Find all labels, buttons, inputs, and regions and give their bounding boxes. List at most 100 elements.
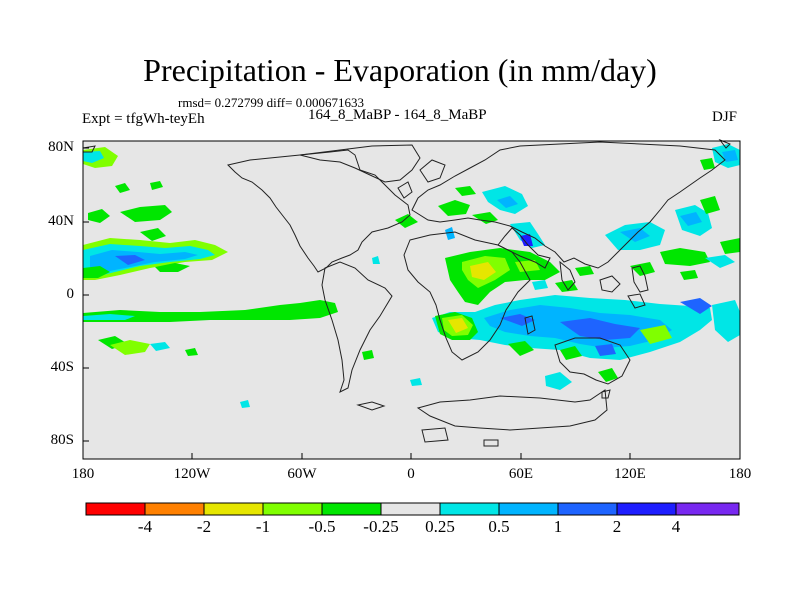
colorbar-label: 1 [553, 517, 563, 536]
british-isles-coast [397, 181, 413, 199]
contour-region [83, 266, 110, 278]
contour-region [595, 344, 616, 356]
contour-region [115, 183, 130, 193]
contour-region [532, 280, 548, 290]
contour-region [598, 368, 618, 382]
contour-region [448, 318, 468, 333]
colorbar-box [498, 502, 559, 516]
contour-region [712, 300, 740, 342]
africa-coast [403, 231, 531, 361]
falkland-coast [356, 401, 386, 411]
contour-field [83, 144, 740, 408]
arabia-coast [497, 227, 551, 269]
scandinavia-coast [419, 159, 446, 183]
colorbar-box [85, 502, 146, 516]
contour-region [555, 280, 578, 292]
colorbar-label: 2 [612, 517, 622, 536]
contour-region [83, 151, 104, 163]
india-coast [559, 260, 576, 291]
north-america-coast [227, 149, 411, 273]
contour-region [640, 325, 672, 344]
contour-region [700, 158, 715, 170]
contour-region [90, 250, 198, 273]
lat-label: 80N [48, 139, 74, 155]
antarctica-coast [416, 389, 608, 431]
colorbar-box [380, 502, 441, 516]
colorbar-label: 0.5 [488, 517, 510, 536]
lat-label: 0 [66, 286, 75, 302]
lon-label: 60W [287, 466, 317, 482]
axis-ticks [83, 147, 631, 459]
contour-region [722, 150, 738, 162]
contour-region [395, 214, 418, 228]
stats-line: rmsd= 0.272799 diff= 0.000671633 [178, 95, 364, 110]
contour-region [240, 400, 250, 408]
colorbar-label: -4 [137, 517, 153, 536]
tasmania-coast [601, 389, 611, 399]
case-label: 164_8_MaBP - 164_8_MaBP [308, 107, 487, 123]
coastlines [82, 138, 731, 447]
plot-title: Precipitation - Evaporation (in mm/day) [143, 52, 657, 88]
contour-region [88, 209, 110, 223]
maritime-continent-coast [599, 275, 621, 293]
greenland-coast [299, 144, 421, 183]
contour-region [575, 266, 594, 276]
contour-region [410, 378, 422, 386]
colorbar-label: -0.5 [308, 517, 336, 536]
colorbar-label: -0.25 [363, 517, 399, 536]
contour-region [700, 196, 720, 214]
colorbar-box [262, 502, 323, 516]
lon-label: 60E [508, 466, 534, 482]
map-background [83, 141, 740, 459]
antarctic-island-coast [483, 439, 499, 447]
lat-label: 40S [50, 359, 74, 375]
contour-region [445, 227, 455, 240]
colorbar-box [203, 502, 264, 516]
contour-region [372, 256, 380, 264]
colorbar [85, 502, 740, 516]
lon-label: 120E [614, 466, 646, 482]
contour-region [438, 200, 470, 216]
contour-region [560, 346, 582, 360]
season-label: DJF [712, 109, 738, 125]
contour-region [545, 372, 572, 390]
contour-region [497, 196, 518, 208]
colorbar-box [439, 502, 500, 516]
contour-region [560, 318, 640, 340]
colorbar-box [557, 502, 618, 516]
colorbar-box [616, 502, 677, 516]
island-coast [718, 138, 731, 149]
japan-coast [631, 265, 649, 293]
colorbar-box [321, 502, 382, 516]
experiment-label: Expt = tfgWh-teyEh [82, 111, 205, 127]
contour-region [115, 255, 145, 265]
madagascar-coast [524, 315, 536, 335]
contour-region [630, 262, 655, 276]
contour-region [83, 300, 338, 322]
contour-region [150, 181, 163, 190]
contour-region [185, 348, 198, 356]
colorbar-box [675, 502, 740, 516]
contour-region [150, 342, 170, 351]
contour-region [705, 255, 735, 268]
eurasia-coast [411, 141, 726, 269]
australia-coast [554, 337, 631, 385]
colorbar-label: -1 [255, 517, 271, 536]
contour-region [680, 270, 698, 280]
lon-label: 180 [728, 466, 752, 482]
lon-label: 120W [173, 466, 211, 482]
antarctic-island-coast [421, 427, 449, 443]
colorbar-label: -2 [196, 517, 212, 536]
contour-region [110, 340, 150, 355]
contour-region [455, 186, 476, 196]
contour-region [140, 228, 166, 241]
lon-label: 0 [407, 466, 415, 482]
contour-region [660, 248, 710, 266]
lat-label: 80S [50, 432, 74, 448]
south-america-coast [321, 261, 393, 393]
colorbar-label: 0.25 [425, 517, 455, 536]
island-coast [627, 293, 646, 309]
colorbar-label: 4 [671, 517, 681, 536]
contour-region [720, 238, 740, 254]
colorbar-box [144, 502, 205, 516]
